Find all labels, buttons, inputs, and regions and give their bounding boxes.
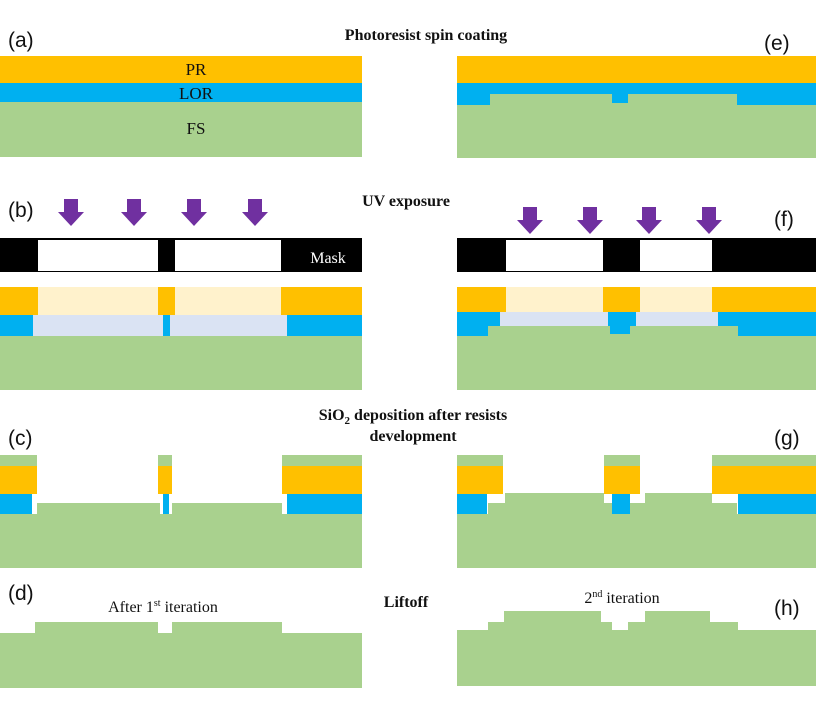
sio2-text: SiO: [319, 407, 345, 424]
panel-label-d: (d): [8, 582, 34, 605]
mask-label: Mask: [310, 250, 346, 267]
second-iteration-suffix: iteration: [602, 590, 659, 607]
panel-d-substrate: [0, 622, 362, 688]
lor-layer-label: LOR: [179, 84, 214, 103]
uv-arrow: [58, 199, 84, 226]
panel-f-uv-arrows: [517, 207, 722, 234]
uv-arrow: [121, 199, 147, 226]
panel-b-substrate: [0, 336, 362, 390]
panel-a-pr-layer: [0, 56, 362, 83]
panel-g-sio2-right: [712, 455, 816, 466]
panel-a-substrate: [0, 102, 362, 157]
panel-c-lor-left: [0, 494, 32, 514]
second-iteration-label: 2nd iteration: [584, 589, 659, 607]
panel-e-second-coating: [457, 56, 816, 158]
panel-g-second-sio2-deposition: [457, 455, 816, 568]
sio2-subscript: 2: [345, 415, 351, 427]
panel-b-uv-arrows: [58, 199, 268, 226]
panel-label-g: (g): [774, 427, 800, 450]
panel-c-pr-left: [0, 466, 37, 494]
panel-b-exposed-lor: [170, 315, 287, 336]
fs-substrate-label: FS: [187, 119, 206, 138]
panel-c-lor-right: [287, 494, 362, 514]
panel-b-exposed-pr: [175, 287, 281, 315]
panel-f-exposed-lor: [500, 312, 608, 326]
uv-arrow: [517, 207, 543, 234]
panel-label-a: (a): [8, 29, 34, 52]
panel-g-pr-middle: [604, 466, 640, 494]
panel-a-lor-layer: [0, 83, 362, 102]
step-title-sio2-deposition: SiO2 deposition after resists: [319, 407, 507, 427]
panel-label-c: (c): [8, 427, 33, 450]
second-iteration-prefix: 2: [584, 590, 592, 607]
panel-g-substrate: [457, 493, 816, 568]
panel-c-pr-right: [282, 466, 362, 494]
panel-g-pr-left: [457, 466, 503, 494]
pr-layer-label: PR: [186, 60, 207, 79]
panel-f-exposed-lor: [636, 312, 718, 326]
panel-h-substrate: [457, 611, 816, 686]
step-title-development: development: [369, 428, 457, 445]
first-iteration-superscript: st: [154, 598, 161, 609]
panel-f-second-uv-exposure: [457, 207, 816, 390]
panel-label-h: (h): [774, 597, 800, 620]
panel-e-pr-layer: [457, 56, 816, 83]
step-title-liftoff: Liftoff: [384, 594, 429, 611]
first-iteration-prefix: After 1: [108, 599, 154, 616]
step-title-spin-coating: Photoresist spin coating: [345, 27, 507, 44]
second-iteration-superscript: nd: [592, 589, 602, 600]
uv-arrow: [181, 199, 207, 226]
panel-h-after-second-liftoff: [457, 611, 816, 686]
panel-e-substrate: [457, 94, 816, 158]
panel-b-exposed-pr: [38, 287, 158, 315]
panel-g-pr-right: [712, 466, 816, 494]
panel-c-sio2-middle: [158, 455, 172, 466]
panel-c-substrate: [0, 503, 362, 568]
panel-b-mask-opening: [38, 240, 158, 271]
uv-arrow: [636, 207, 662, 234]
panel-c-pr-middle: [158, 466, 172, 494]
panel-label-f: (f): [774, 208, 794, 231]
panel-f-exposed-pr: [506, 287, 603, 315]
panel-b-exposed-lor: [33, 315, 163, 336]
panel-b-uv-exposure: Mask: [0, 199, 362, 390]
panel-d-after-first-liftoff: [0, 622, 362, 688]
uv-arrow: [242, 199, 268, 226]
sio2-title-rest: deposition after resists: [350, 407, 507, 424]
panel-g-lor-right: [738, 494, 816, 514]
panel-label-e: (e): [764, 32, 790, 55]
panel-g-sio2-middle: [604, 455, 640, 466]
panel-c-sio2-right: [282, 455, 362, 466]
panel-b-mask-opening: [175, 240, 281, 271]
step-title-uv-exposure: UV exposure: [362, 193, 450, 210]
uv-arrow: [696, 207, 722, 234]
panel-f-exposed-pr: [640, 287, 712, 315]
panel-c-lor-middle: [163, 494, 169, 514]
panel-c-sio2-deposition: [0, 455, 362, 568]
panel-f-mask-opening: [506, 240, 603, 271]
panel-g-lor-left: [457, 494, 487, 514]
panel-a-spin-coated-stack: PR LOR FS: [0, 56, 362, 157]
first-iteration-suffix: iteration: [161, 599, 218, 616]
panel-g-lor-middle: [612, 494, 630, 514]
panel-label-b: (b): [8, 199, 34, 222]
panel-f-substrate: [457, 326, 816, 390]
uv-arrow: [577, 207, 603, 234]
panel-f-mask-opening: [640, 240, 712, 271]
panel-c-sio2-left: [0, 455, 37, 466]
panel-g-sio2-left: [457, 455, 503, 466]
first-iteration-label: After 1st iteration: [108, 598, 218, 616]
